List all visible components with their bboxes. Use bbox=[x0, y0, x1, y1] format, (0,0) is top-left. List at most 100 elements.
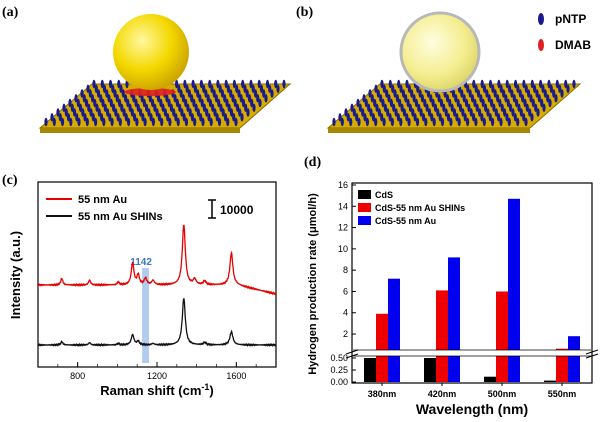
pntp-molecule bbox=[527, 89, 531, 98]
pntp-molecule bbox=[464, 98, 469, 108]
bar-y-tick-label: 4 bbox=[343, 308, 348, 318]
pntp-molecule bbox=[126, 98, 130, 108]
pntp-molecule bbox=[332, 117, 336, 127]
pntp-molecule bbox=[470, 94, 475, 103]
pntp-molecule bbox=[209, 117, 213, 127]
pntp-molecule bbox=[97, 108, 101, 117]
pntp-molecule bbox=[396, 113, 400, 122]
pntp-molecule bbox=[127, 117, 131, 127]
pntp-molecule bbox=[383, 103, 387, 113]
pntp-molecule bbox=[458, 103, 463, 113]
bar-x-tick-label: 380nm bbox=[368, 389, 397, 399]
pntp-molecule bbox=[364, 98, 368, 108]
pntp-molecule bbox=[89, 108, 93, 117]
pntp-molecule bbox=[517, 103, 521, 113]
pntp-molecule bbox=[87, 103, 91, 113]
bar-cds-55-nm-au-shins-500nm bbox=[496, 291, 508, 382]
pntp-molecule bbox=[369, 108, 373, 117]
pntp-molecule bbox=[157, 94, 161, 103]
raman-x-axis-label-sup: -1 bbox=[201, 382, 209, 392]
pntp-molecule bbox=[223, 113, 228, 122]
pntp-molecule bbox=[234, 117, 238, 127]
pntp-molecule bbox=[486, 108, 490, 117]
pntp-molecule bbox=[134, 98, 138, 108]
pntp-molecule bbox=[56, 108, 60, 117]
pntp-molecule bbox=[510, 89, 514, 98]
raman-x-tick-label: 800 bbox=[70, 371, 85, 381]
series-55nm-au bbox=[38, 224, 276, 296]
bar-y-tick-label: 8 bbox=[343, 265, 348, 275]
panel-a-illustration bbox=[38, 14, 292, 133]
pntp-molecule bbox=[82, 94, 86, 103]
pntp-molecule bbox=[420, 94, 424, 103]
pntp-molecule bbox=[558, 84, 562, 94]
pntp-molecule bbox=[196, 108, 200, 117]
pntp-molecule bbox=[199, 113, 203, 122]
pntp-molecule bbox=[115, 94, 119, 103]
pntp-molecule bbox=[86, 84, 90, 94]
pntp-molecule bbox=[449, 117, 453, 127]
pntp-molecule bbox=[374, 117, 378, 127]
pntp-molecule bbox=[379, 94, 383, 103]
pntp-molecule bbox=[438, 113, 442, 122]
molecule-legend: pNTP DMAB bbox=[538, 12, 591, 52]
pntp-molecule bbox=[512, 94, 516, 103]
bar-plot-frame bbox=[351, 182, 593, 384]
pntp-molecule bbox=[412, 94, 416, 103]
pntp-molecule bbox=[44, 117, 48, 127]
pntp-molecule bbox=[232, 79, 236, 89]
pntp-molecule bbox=[490, 98, 494, 108]
pntp-molecule bbox=[467, 103, 471, 113]
pntp-molecule bbox=[444, 108, 448, 117]
pntp-molecule bbox=[142, 98, 146, 108]
pntp-molecule bbox=[516, 117, 520, 127]
pntp-molecule bbox=[101, 98, 105, 108]
pntp-molecule bbox=[399, 84, 403, 94]
pntp-molecule bbox=[455, 113, 459, 122]
pntp-molecule bbox=[451, 89, 456, 98]
pntp-molecule bbox=[499, 117, 503, 127]
bar-cds-500nm bbox=[484, 376, 496, 382]
pntp-molecule bbox=[160, 117, 164, 127]
axis-break-marks bbox=[345, 349, 599, 359]
pntp-molecule bbox=[394, 108, 398, 117]
pntp-molecule bbox=[338, 113, 342, 122]
pntp-molecule bbox=[427, 108, 432, 117]
pntp-molecule bbox=[124, 113, 128, 122]
pntp-molecule bbox=[100, 113, 104, 122]
pntp-molecule bbox=[252, 103, 256, 113]
pntp-molecule bbox=[350, 103, 354, 113]
pntp-molecule bbox=[542, 103, 546, 113]
pntp-molecule bbox=[496, 94, 500, 103]
pntp-molecule bbox=[118, 98, 122, 108]
pntp-molecule bbox=[183, 79, 187, 89]
pntp-molecule bbox=[165, 94, 169, 103]
pntp-molecule bbox=[485, 89, 489, 98]
bar-cds-550nm bbox=[544, 380, 556, 382]
pntp-molecule bbox=[478, 108, 482, 117]
pntp-molecule bbox=[276, 84, 280, 94]
pntp-molecule bbox=[503, 108, 507, 117]
pntp-molecule bbox=[509, 103, 513, 113]
pntp-molecule bbox=[499, 84, 503, 94]
panel-label-d: (d) bbox=[304, 155, 321, 170]
pntp-molecule bbox=[522, 113, 526, 122]
pntp-molecule bbox=[480, 113, 484, 122]
pntp-molecule bbox=[108, 79, 113, 89]
pntp-molecule bbox=[474, 117, 478, 127]
panel-b-illustration bbox=[326, 11, 582, 133]
pntp-molecule bbox=[472, 79, 476, 89]
bar-cds-420nm bbox=[424, 358, 436, 382]
pntp-molecule bbox=[476, 89, 481, 98]
pntp-molecule bbox=[433, 103, 438, 113]
pntp-molecule bbox=[257, 79, 261, 89]
pntp-molecule bbox=[539, 79, 543, 89]
pntp-molecule bbox=[410, 89, 414, 98]
pntp-molecule bbox=[107, 94, 111, 103]
band-1142-label: 1142 bbox=[130, 257, 152, 268]
pntp-molecule bbox=[537, 94, 541, 103]
scale-bar-label: 10000 bbox=[220, 203, 254, 217]
au-nanoparticle bbox=[113, 14, 189, 90]
pntp-molecule bbox=[387, 94, 391, 103]
